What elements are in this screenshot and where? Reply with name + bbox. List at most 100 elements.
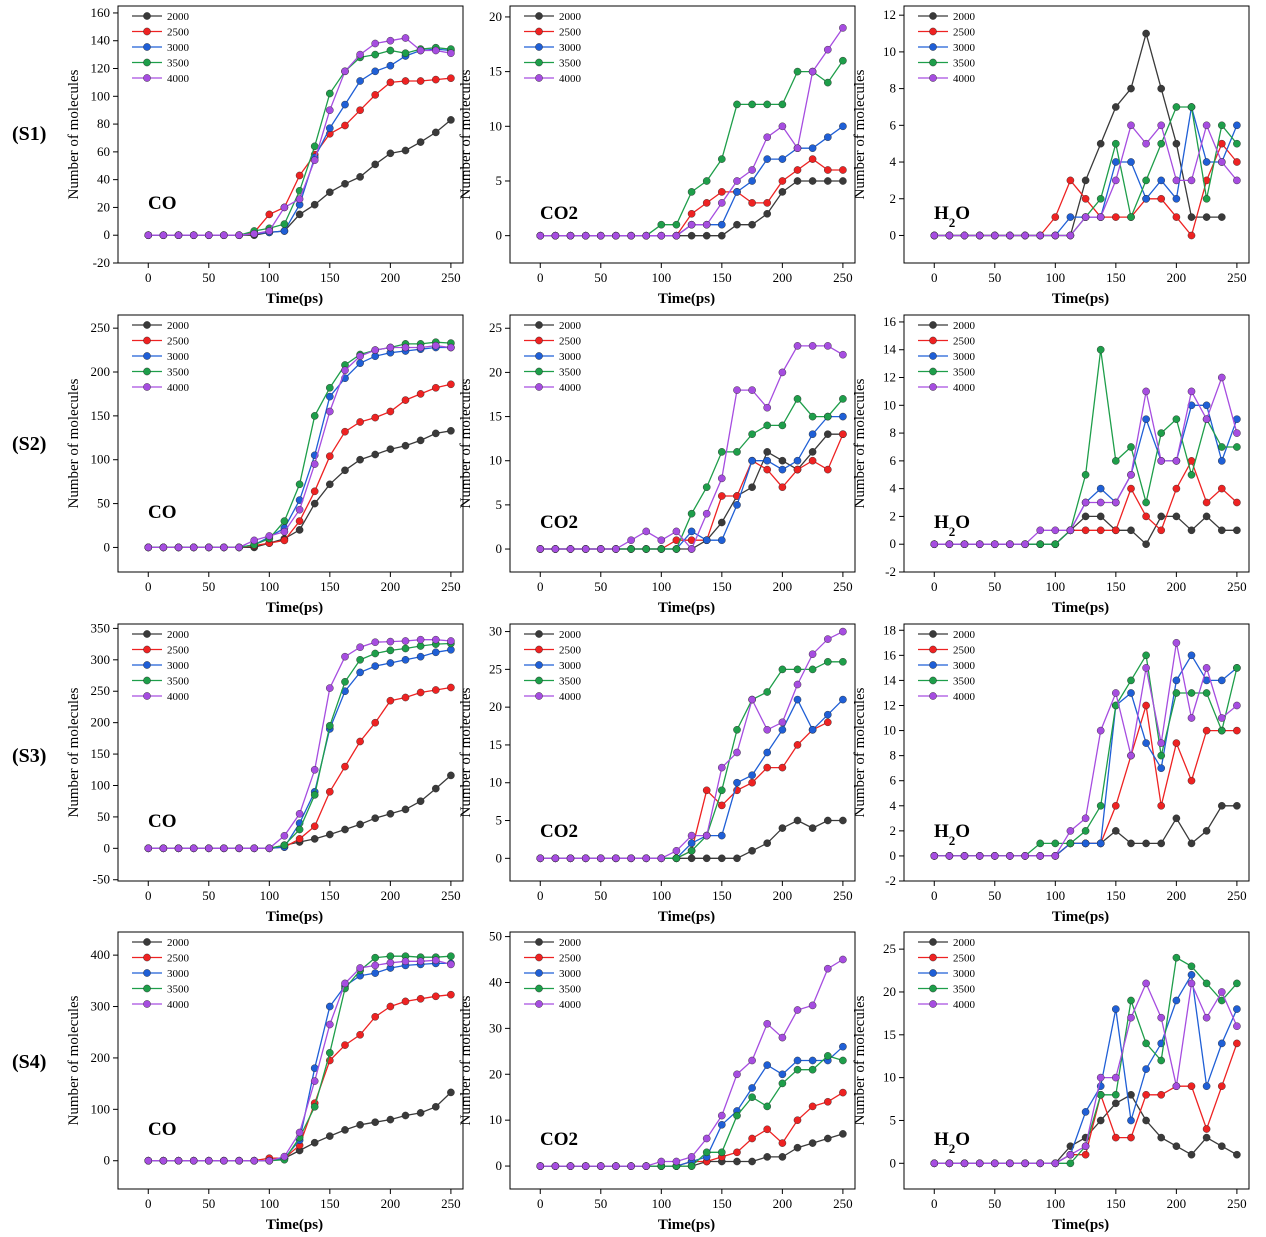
x-tick-label: 0 xyxy=(931,1196,938,1211)
data-point-2500 xyxy=(401,396,410,404)
data-point-2500 xyxy=(718,188,726,196)
y-tick-label: 40 xyxy=(97,172,110,187)
data-point-4000 xyxy=(1096,726,1105,735)
x-tick-label: 200 xyxy=(1167,579,1187,594)
legend-marker-2000 xyxy=(143,630,151,638)
data-point-3500 xyxy=(1233,443,1241,451)
data-point-3000 xyxy=(1233,1005,1241,1013)
data-point-4000 xyxy=(204,543,213,552)
legend-marker-3000 xyxy=(929,969,937,977)
data-point-4000 xyxy=(371,346,380,354)
data-point-3000 xyxy=(1157,764,1165,773)
data-point-4000 xyxy=(718,1111,726,1120)
data-point-2000 xyxy=(447,1088,455,1097)
data-point-4000 xyxy=(748,386,756,394)
data-point-4000 xyxy=(793,680,802,689)
data-point-2000 xyxy=(1218,526,1226,535)
data-point-4000 xyxy=(778,368,787,377)
data-point-2000 xyxy=(702,231,711,240)
y-tick-label: 5 xyxy=(496,813,503,828)
legend-marker-2500 xyxy=(535,953,543,962)
data-point-2500 xyxy=(341,762,349,771)
y-tick-label: 16 xyxy=(883,647,897,662)
data-point-4000 xyxy=(159,844,168,853)
data-point-4000 xyxy=(265,532,274,540)
data-point-3500 xyxy=(280,517,289,525)
data-point-4000 xyxy=(159,543,168,552)
data-point-3500 xyxy=(401,49,410,58)
y-tick-label: 60 xyxy=(97,144,110,159)
legend-label-3000: 3000 xyxy=(167,351,190,363)
data-point-2500 xyxy=(1112,213,1120,221)
y-tick-label: 20 xyxy=(489,1066,502,1081)
data-point-3000 xyxy=(325,392,334,401)
data-point-4000 xyxy=(702,220,711,229)
data-point-2500 xyxy=(447,380,455,389)
data-point-2500 xyxy=(763,763,772,772)
data-point-4000 xyxy=(763,403,772,412)
data-point-4000 xyxy=(975,852,984,860)
data-point-3500 xyxy=(627,545,635,553)
data-point-2500 xyxy=(295,171,304,180)
data-point-2000 xyxy=(1233,526,1241,535)
data-point-3000 xyxy=(733,778,741,787)
data-point-4000 xyxy=(356,50,364,59)
data-point-3500 xyxy=(1172,689,1181,697)
species-label-s3-h2o: H2O xyxy=(934,821,970,848)
data-point-2000 xyxy=(1127,84,1135,93)
x-tick-label: 0 xyxy=(537,270,544,285)
x-tick-label: 250 xyxy=(833,888,853,903)
series-line-4000 xyxy=(540,27,844,237)
data-point-2000 xyxy=(310,200,319,209)
data-point-4000 xyxy=(612,854,620,863)
data-point-3500 xyxy=(1157,1056,1165,1065)
species-label-s4-co2: CO2 xyxy=(540,1129,578,1150)
data-point-3000 xyxy=(416,652,425,661)
data-point-3500 xyxy=(793,67,802,76)
legend-marker-3000 xyxy=(535,969,543,977)
y-tick-label: 200 xyxy=(91,1050,111,1065)
data-point-2500 xyxy=(1218,1082,1226,1090)
data-point-3000 xyxy=(280,227,289,235)
legend-marker-2500 xyxy=(535,336,543,345)
data-point-4000 xyxy=(295,195,304,203)
x-tick-label: 0 xyxy=(145,579,152,594)
legend-marker-2500 xyxy=(535,27,543,36)
data-point-4000 xyxy=(250,844,258,853)
y-tick-label: 200 xyxy=(91,364,111,379)
y-tick-label: 10 xyxy=(489,453,502,468)
data-point-2500 xyxy=(341,121,349,130)
y-tick-label: 2 xyxy=(890,823,897,838)
data-point-2500 xyxy=(839,166,847,174)
data-point-4000 xyxy=(733,748,741,757)
data-point-2500 xyxy=(793,1116,802,1124)
data-point-4000 xyxy=(1112,176,1120,185)
y-tick-label: 12 xyxy=(883,7,896,22)
data-point-4000 xyxy=(1142,664,1150,672)
y-tick-label: -2 xyxy=(885,873,896,888)
plot-frame xyxy=(117,931,464,1190)
data-point-3500 xyxy=(748,100,756,109)
data-point-4000 xyxy=(1172,639,1181,647)
data-point-4000 xyxy=(657,1157,666,1166)
x-tick-label: 50 xyxy=(988,888,1001,903)
data-point-2500 xyxy=(386,1002,395,1011)
legend-marker-4000 xyxy=(143,692,151,700)
data-point-2000 xyxy=(1081,512,1090,521)
data-point-2000 xyxy=(1233,802,1241,810)
data-point-4000 xyxy=(1036,231,1044,240)
y-tick-label: 0 xyxy=(104,227,111,242)
data-point-4000 xyxy=(945,852,954,860)
legend-marker-2500 xyxy=(929,27,937,36)
data-point-2500 xyxy=(265,210,274,219)
data-point-3000 xyxy=(1127,689,1135,697)
data-point-3000 xyxy=(1187,651,1196,660)
species-label-s4-co: CO xyxy=(148,1119,177,1140)
x-tick-label: 50 xyxy=(594,270,607,285)
data-point-3000 xyxy=(1127,158,1135,166)
y-tick-label: 8 xyxy=(890,425,897,440)
legend-marker-3000 xyxy=(535,43,543,51)
data-point-2500 xyxy=(1233,498,1241,507)
legend-label-4000: 4000 xyxy=(559,691,582,703)
